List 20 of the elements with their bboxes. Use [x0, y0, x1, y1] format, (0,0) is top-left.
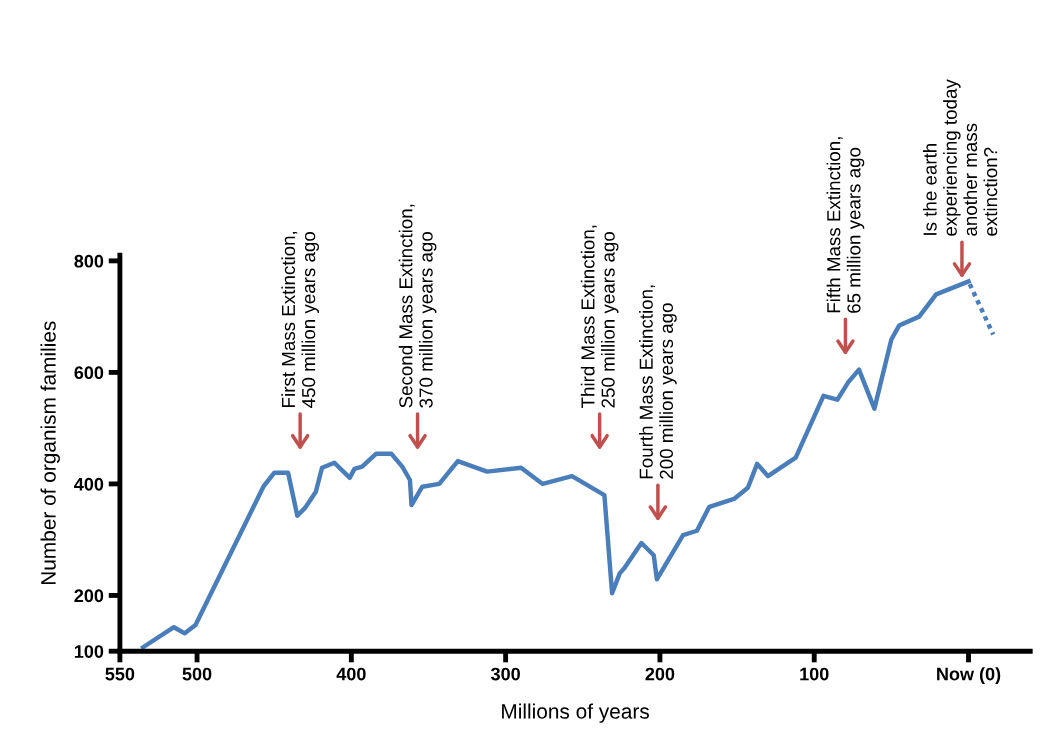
y-tick-label: 200	[74, 589, 104, 603]
annotation: First Mass Extinction, 450 million years ago	[281, 231, 319, 408]
y-tick-label: 100	[74, 645, 104, 658]
y-tick-label: 600	[74, 366, 104, 380]
x-tick-label: 300	[490, 667, 520, 681]
x-tick-label: 200	[645, 667, 675, 681]
x-tick-label: Now (0)	[937, 667, 1001, 684]
x-tick-label: 550	[105, 667, 135, 681]
y-tick-label: 400	[74, 477, 104, 491]
annotation: Second Mass Extinction, 370 million years ago	[398, 204, 437, 408]
annotation: Fourth Mass Extinction, 200 million years ago	[639, 285, 677, 479]
x-tick-label: 400	[336, 667, 366, 681]
x-tick-label: 500	[182, 667, 212, 681]
x-axis-title: Millions of years	[502, 703, 649, 723]
y-axis-title: Number of organism families	[40, 321, 60, 585]
text: Is the earth experiencing today another mass extinction?	[922, 79, 998, 236]
x-tick-label: 100	[800, 667, 829, 681]
annotation: Third Mass Extinction, 250 million years ago	[580, 225, 619, 408]
y-tick-label: 800	[74, 254, 104, 268]
annotation: Fifth Mass Extinction, 65 million years ago	[826, 137, 865, 313]
